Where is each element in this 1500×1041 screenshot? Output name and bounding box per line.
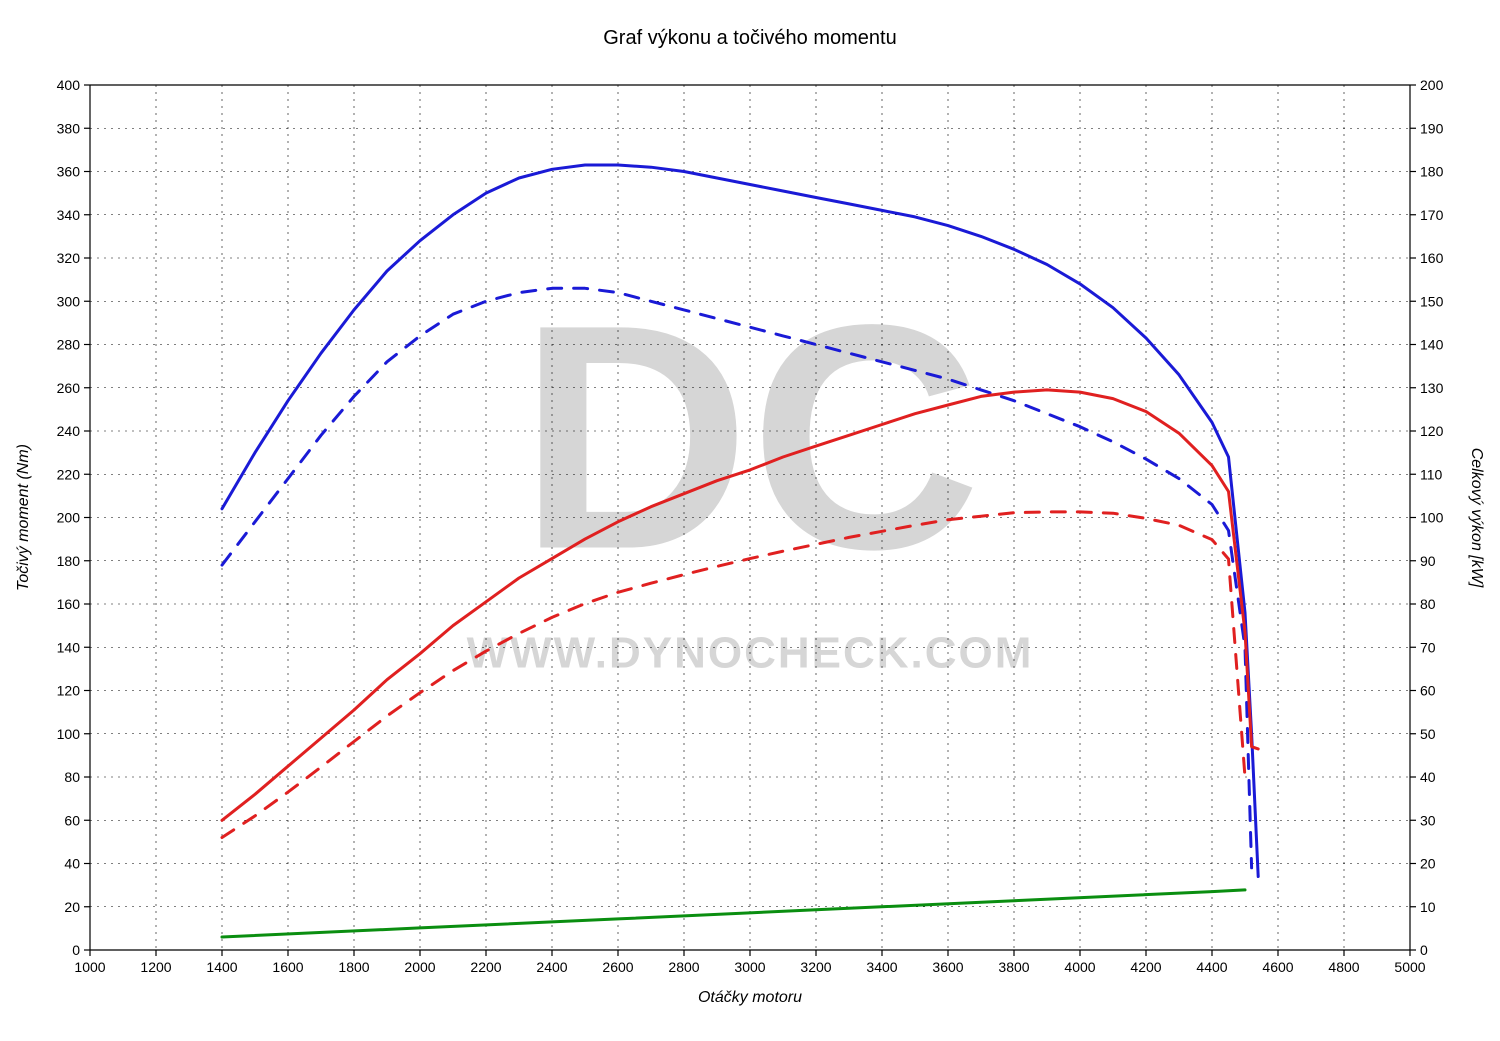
chart-title: Graf výkonu a točivého momentu	[603, 27, 896, 49]
y-left-tick-label: 100	[57, 726, 81, 742]
x-tick-label: 3400	[866, 959, 897, 975]
x-tick-label: 3800	[998, 959, 1029, 975]
y-left-tick-label: 120	[57, 683, 81, 699]
y-left-tick-label: 240	[57, 423, 81, 439]
x-tick-label: 2800	[668, 959, 699, 975]
y-right-tick-label: 140	[1420, 337, 1444, 353]
x-tick-label: 4600	[1262, 959, 1293, 975]
y-right-tick-label: 80	[1420, 596, 1436, 612]
y-right-tick-label: 110	[1420, 466, 1443, 482]
y-left-tick-label: 400	[57, 77, 81, 93]
y-right-tick-label: 200	[1420, 77, 1444, 93]
y-right-tick-label: 130	[1420, 380, 1444, 396]
x-tick-label: 1400	[206, 959, 237, 975]
y-left-tick-label: 40	[64, 856, 80, 872]
y-right-tick-label: 120	[1420, 423, 1444, 439]
y-left-tick-label: 280	[57, 337, 81, 353]
x-tick-label: 1200	[140, 959, 171, 975]
series-baseline-green	[222, 890, 1245, 937]
y-left-tick-label: 260	[57, 380, 81, 396]
y-left-tick-label: 200	[57, 510, 81, 526]
y-left-tick-label: 60	[64, 812, 80, 828]
y-right-tick-label: 30	[1420, 812, 1436, 828]
y-left-tick-label: 0	[72, 942, 80, 958]
x-tick-label: 4800	[1328, 959, 1359, 975]
x-tick-label: 5000	[1394, 959, 1425, 975]
x-tick-label: 2000	[404, 959, 435, 975]
y-left-tick-label: 80	[64, 769, 80, 785]
x-tick-label: 4400	[1196, 959, 1227, 975]
y-left-tick-label: 340	[57, 207, 81, 223]
x-tick-label: 3000	[734, 959, 765, 975]
x-tick-label: 4200	[1130, 959, 1161, 975]
x-tick-label: 1800	[338, 959, 369, 975]
y-right-tick-label: 50	[1420, 726, 1436, 742]
x-tick-label: 3600	[932, 959, 963, 975]
x-tick-label: 2600	[602, 959, 633, 975]
y-right-tick-label: 70	[1420, 639, 1436, 655]
y-left-tick-label: 220	[57, 466, 81, 482]
y-left-tick-label: 300	[57, 293, 81, 309]
y-left-tick-label: 160	[57, 596, 81, 612]
x-axis-label: Otáčky motoru	[698, 989, 802, 1006]
y-left-tick-label: 360	[57, 164, 81, 180]
x-tick-label: 3200	[800, 959, 831, 975]
y-right-tick-label: 190	[1420, 120, 1444, 136]
y-right-tick-label: 100	[1420, 510, 1444, 526]
y-left-tick-label: 320	[57, 250, 81, 266]
y-left-tick-label: 380	[57, 120, 81, 136]
y-left-axis-label: Točivý moment (Nm)	[15, 444, 32, 591]
y-right-tick-label: 20	[1420, 856, 1436, 872]
y-right-tick-label: 0	[1420, 942, 1428, 958]
y-right-tick-label: 40	[1420, 769, 1436, 785]
y-left-tick-label: 20	[64, 899, 80, 915]
x-tick-label: 2400	[536, 959, 567, 975]
y-right-tick-label: 90	[1420, 553, 1436, 569]
y-right-tick-label: 180	[1420, 164, 1444, 180]
y-right-tick-label: 60	[1420, 683, 1436, 699]
x-tick-label: 2200	[470, 959, 501, 975]
chart-svg: DCWWW.DYNOCHECK.COM100012001400160018002…	[0, 0, 1500, 1041]
y-right-tick-label: 150	[1420, 293, 1444, 309]
y-right-tick-label: 160	[1420, 250, 1444, 266]
x-tick-label: 1000	[74, 959, 105, 975]
x-tick-label: 1600	[272, 959, 303, 975]
y-right-tick-label: 170	[1420, 207, 1444, 223]
y-right-tick-label: 10	[1420, 899, 1436, 915]
y-right-axis-label: Celkový výkon [kW]	[1468, 448, 1485, 588]
y-left-tick-label: 140	[57, 639, 81, 655]
x-tick-label: 4000	[1064, 959, 1095, 975]
dyno-chart: DCWWW.DYNOCHECK.COM100012001400160018002…	[0, 0, 1500, 1041]
y-left-tick-label: 180	[57, 553, 81, 569]
